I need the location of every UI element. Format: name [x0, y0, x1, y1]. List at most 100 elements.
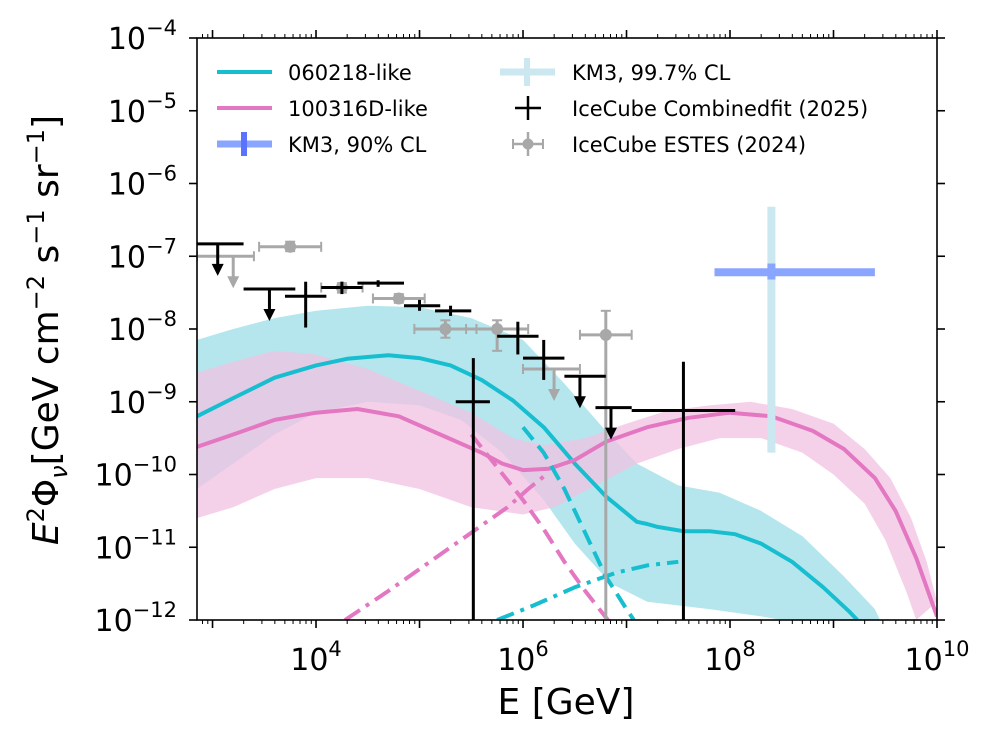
estes-point-6-arrow-head [548, 389, 561, 402]
y-label-sub-nu: ν [45, 465, 73, 478]
y-tick-base: 10 [108, 168, 146, 203]
y-tick-base: 10 [108, 22, 146, 57]
curve-060218-like-dashed [521, 425, 636, 620]
x-tick-exp: 4 [328, 637, 341, 661]
y-tick-label: 10−9 [108, 380, 177, 421]
icecube-point-5 [403, 299, 441, 311]
curve-100316d-like-dash-dot [343, 470, 551, 620]
y-tick-exp: −4 [146, 16, 177, 40]
x-tick-exp: 6 [535, 637, 548, 661]
icecube-point-3 [321, 281, 363, 295]
y-tick-label: 10−11 [94, 525, 177, 566]
icecube-point-11 [595, 406, 632, 440]
y-label-unit-2: s [26, 245, 67, 275]
x-tick-base: 10 [704, 643, 742, 678]
y-label-close: ] [26, 115, 67, 129]
y-label-phi: Φ [26, 479, 67, 507]
x-tick-label: 1010 [905, 637, 970, 678]
y-tick-base: 10 [94, 604, 132, 639]
y-label-unit-3: sr [26, 164, 67, 209]
icecube-point-4 [357, 280, 404, 287]
y-tick-exp: −6 [146, 162, 177, 186]
curve-060218-like-total [197, 353, 859, 620]
legend-label-km3-90: KM3, 90% CL [288, 133, 427, 157]
y-label-sup-s: −1 [22, 209, 50, 244]
legend-label-icecube-estes: IceCube ESTES (2024) [572, 133, 806, 157]
icecube-point-7 [455, 358, 490, 620]
icecube-point-10 [564, 374, 606, 409]
curve-100316d-like-dashed [469, 433, 610, 620]
estes-point-7 [578, 309, 633, 620]
estes-point-1 [258, 240, 323, 253]
y-tick-label: 10−12 [94, 598, 177, 639]
x-tick-base: 10 [905, 643, 943, 678]
legend-label-060218: 060218-like [288, 61, 412, 85]
icecube-point-11-arrow-head [604, 427, 617, 440]
uncertainty-bands [197, 305, 937, 620]
y-axis-label: E2Φν[GeV cm−2 s−1 sr−1] [22, 115, 73, 545]
legend-swatch-icecube-estes [512, 132, 544, 156]
estes-point-7-marker [599, 328, 612, 341]
x-tick-base: 10 [290, 643, 328, 678]
legend-label-icecube-combined: IceCube Combinedfit (2025) [572, 97, 868, 121]
icecube-point-2 [284, 281, 327, 328]
x-tick-label: 104 [290, 637, 342, 678]
y-tick-base: 10 [94, 531, 132, 566]
icecube-point-6 [435, 305, 472, 316]
icecube-point-1 [243, 287, 296, 321]
x-tick-exp: 8 [742, 637, 755, 661]
y-tick-exp: −10 [133, 453, 177, 477]
data-points [197, 206, 875, 620]
estes-point-0-arrow-head [227, 276, 240, 289]
y-tick-label: 10−5 [108, 89, 177, 130]
band-100316d-like [197, 350, 937, 620]
axis-ticks [189, 30, 945, 628]
y-tick-exp: −11 [133, 525, 177, 549]
y-tick-base: 10 [108, 95, 146, 130]
y-label-sup-2: 2 [22, 507, 50, 522]
legend-swatch-icecube-combined [515, 96, 541, 120]
y-tick-base: 10 [108, 386, 146, 421]
x-tick-exp: 10 [943, 637, 970, 661]
estes-point-5-marker [491, 323, 504, 335]
legend-label-km3-997: KM3, 99.7% CL [572, 61, 731, 85]
icecube-point-0-arrow-head [211, 263, 224, 276]
y-label-sup-cm: −2 [22, 275, 50, 310]
y-label-unit-1: [GeV cm [26, 310, 67, 465]
y-label-sup-sr: −1 [22, 129, 50, 164]
icecube-point-12 [631, 361, 736, 620]
legend: 060218-like 100316D-like KM3, 90% CL KM3… [217, 58, 868, 157]
y-tick-base: 10 [108, 313, 146, 348]
y-tick-label: 10−4 [108, 16, 177, 57]
y-tick-base: 10 [108, 240, 146, 275]
y-label-e: E [26, 522, 67, 545]
legend-swatch-km3-90 [217, 132, 272, 156]
icecube-point-0 [197, 242, 244, 276]
y-tick-exp: −12 [133, 598, 177, 622]
icecube-point-10-arrow-head [573, 396, 586, 409]
y-tick-exp: −9 [146, 380, 177, 404]
legend-swatch-km3-997 [500, 58, 555, 86]
curve-100316d-like-total [197, 407, 937, 618]
x-tick-label: 106 [497, 637, 549, 678]
km3-90-point [714, 263, 875, 280]
y-tick-base: 10 [94, 459, 132, 494]
y-tick-label: 10−7 [108, 234, 177, 275]
y-tick-exp: −5 [146, 89, 177, 113]
y-tick-exp: −7 [146, 234, 177, 258]
x-tick-base: 10 [497, 643, 535, 678]
tick-labels: 104 106 108 101010−1210−1110−1010−910−810−7… [94, 16, 969, 678]
legend-label-100316d: 100316D-like [288, 97, 428, 121]
model-curves [197, 353, 937, 620]
icecube-point-9 [523, 339, 565, 380]
y-tick-label: 10−8 [108, 307, 177, 348]
icecube-point-8 [497, 321, 539, 355]
y-tick-exp: −8 [146, 307, 177, 331]
x-axis-label: E [GeV] [498, 682, 635, 723]
x-tick-label: 108 [704, 637, 756, 678]
icecube-point-1-arrow-head [263, 308, 276, 321]
estes-point-6 [522, 364, 581, 402]
estes-point-1-marker [284, 240, 297, 253]
y-tick-label: 10−6 [108, 162, 177, 203]
